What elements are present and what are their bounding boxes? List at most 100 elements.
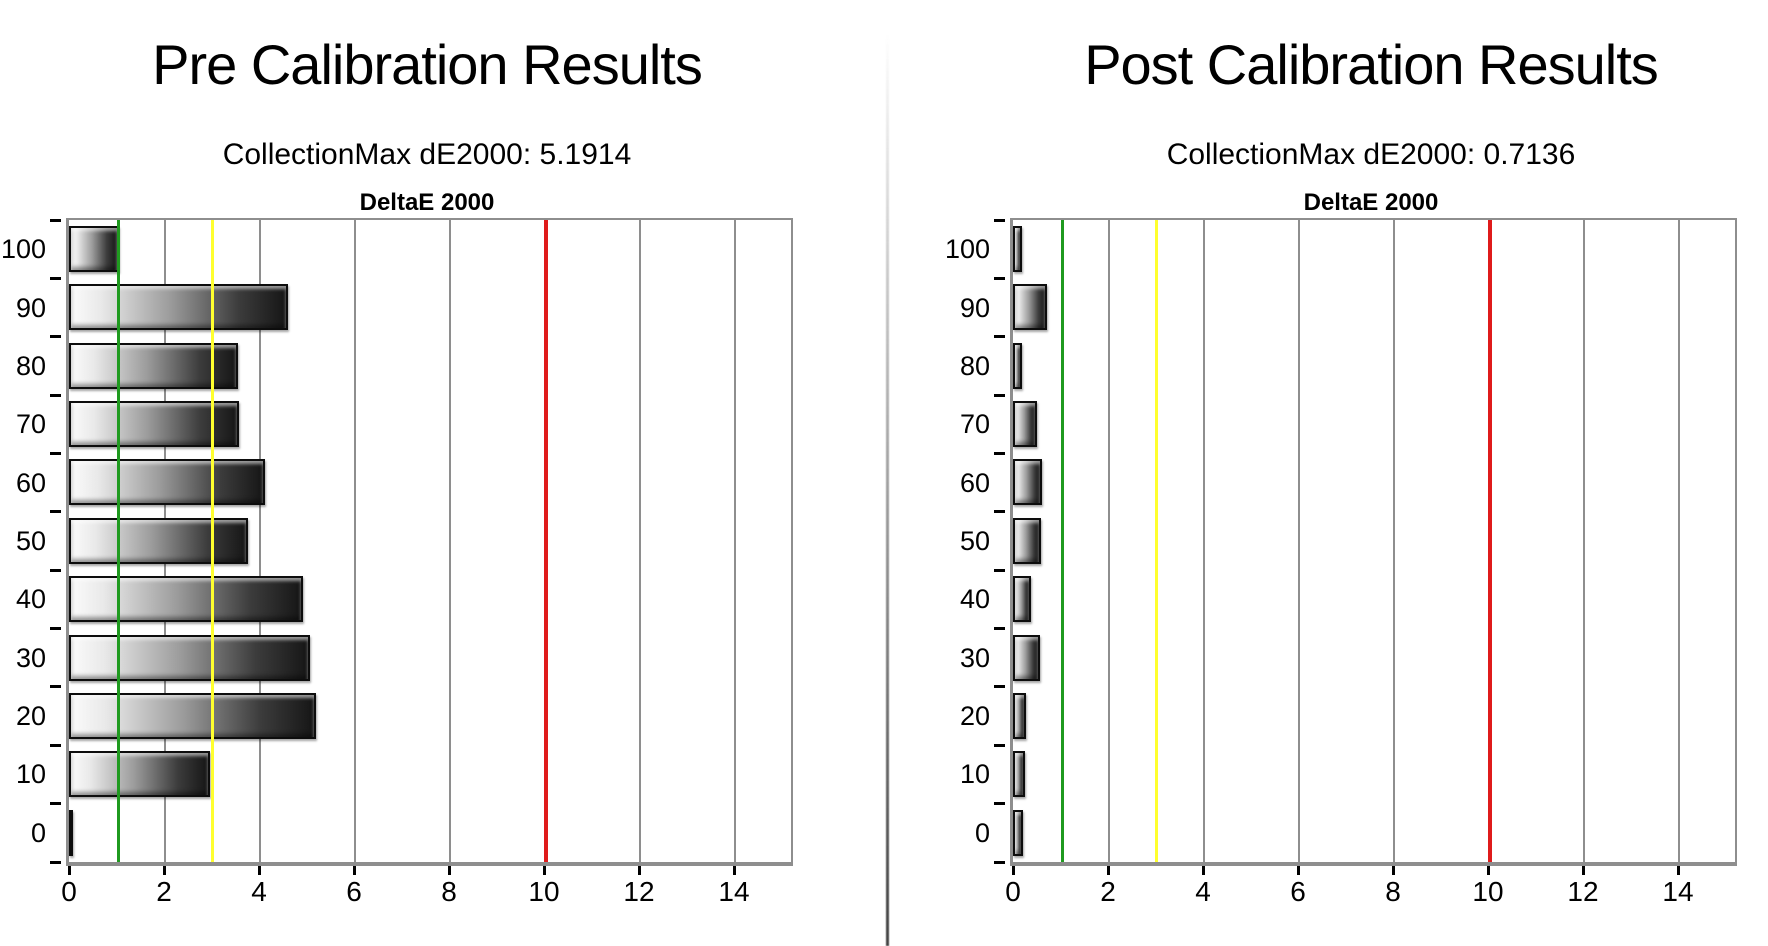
gridline-14 bbox=[1678, 220, 1680, 862]
gridline-8 bbox=[449, 220, 451, 862]
y-axis-tick bbox=[50, 510, 61, 514]
y-axis-label-70: 70 bbox=[15, 409, 46, 440]
bar-level-80 bbox=[69, 342, 238, 389]
y-axis-label-80: 80 bbox=[15, 350, 46, 381]
plot-area-post bbox=[1010, 218, 1737, 866]
yellow-warning-line bbox=[1155, 220, 1159, 862]
x-axis-label-10: 10 bbox=[528, 876, 560, 907]
x-axis-label-10: 10 bbox=[1472, 876, 1504, 907]
x-axis-label-8: 8 bbox=[441, 876, 457, 907]
bar-level-60 bbox=[1013, 459, 1042, 506]
y-axis-label-60: 60 bbox=[15, 467, 46, 498]
pre-calibration-panel: Pre Calibration Results CollectionMax dE… bbox=[0, 33, 793, 907]
bar-level-40 bbox=[1013, 576, 1031, 623]
bar-level-0 bbox=[1013, 809, 1023, 856]
red-limit-line bbox=[1488, 220, 1492, 862]
x-axis-label-14: 14 bbox=[718, 876, 750, 907]
x-axis-label-14: 14 bbox=[1662, 876, 1694, 907]
x-axis-tick-14 bbox=[1676, 866, 1680, 875]
y-axis-tick bbox=[994, 335, 1005, 339]
x-axis-label-2: 2 bbox=[156, 876, 172, 907]
y-axis-tick bbox=[994, 627, 1005, 631]
bar-level-50 bbox=[69, 517, 249, 564]
y-axis-label-50: 50 bbox=[959, 526, 990, 556]
x-axis-tick-4 bbox=[1201, 866, 1205, 875]
x-axis-label-8: 8 bbox=[1385, 876, 1401, 907]
x-axis-tick-8 bbox=[447, 866, 451, 875]
y-axis-tick bbox=[994, 743, 1005, 747]
bar-level-60 bbox=[69, 459, 265, 506]
bar-level-0 bbox=[69, 809, 73, 856]
chart-title-post: DeltaE 2000 bbox=[1303, 189, 1439, 216]
y-axis-label-40: 40 bbox=[15, 584, 46, 615]
plot-area-pre bbox=[66, 218, 793, 866]
panel-divider-shadow bbox=[886, 34, 889, 946]
y-axis-tick bbox=[50, 685, 61, 689]
y-axis-label-100: 100 bbox=[0, 234, 46, 265]
y-axis-label-20: 20 bbox=[959, 701, 990, 732]
x-axis-tick-6 bbox=[1296, 866, 1300, 875]
x-axis-tick-12 bbox=[637, 866, 641, 875]
collection-max-subtitle-pre: CollectionMax dE2000: 5.1914 bbox=[222, 138, 632, 171]
bar-level-90 bbox=[1013, 284, 1047, 331]
gridline-12 bbox=[638, 220, 641, 862]
x-axis-label-4: 4 bbox=[1195, 876, 1211, 907]
y-axis-label-20: 20 bbox=[15, 701, 46, 732]
y-axis-label-30: 30 bbox=[959, 642, 990, 673]
x-axis-tick-8 bbox=[1391, 866, 1395, 875]
y-axis-tick bbox=[50, 743, 61, 747]
bar-level-10 bbox=[1013, 751, 1025, 798]
bar-level-70 bbox=[1013, 401, 1038, 448]
y-axis-tick bbox=[50, 218, 61, 222]
y-axis-label-10: 10 bbox=[959, 759, 990, 790]
y-axis-tick bbox=[994, 451, 1005, 455]
y-axis-label-30: 30 bbox=[15, 642, 46, 673]
x-axis-tick-6 bbox=[352, 866, 356, 875]
y-axis-tick bbox=[994, 393, 1005, 397]
bar-level-80 bbox=[1013, 342, 1022, 389]
y-axis-label-70: 70 bbox=[959, 409, 990, 440]
y-axis-label-0: 0 bbox=[974, 817, 990, 848]
y-axis-label-60: 60 bbox=[959, 467, 990, 498]
x-axis-label-6: 6 bbox=[1290, 876, 1306, 907]
y-axis-tick bbox=[50, 802, 61, 806]
x-axis-tick-14 bbox=[732, 866, 736, 875]
gridline-14 bbox=[734, 220, 736, 862]
y-axis-label-50: 50 bbox=[15, 526, 46, 556]
chart-title-pre: DeltaE 2000 bbox=[359, 189, 495, 216]
y-axis-tick bbox=[50, 627, 61, 631]
x-axis-tick-2 bbox=[1106, 866, 1110, 875]
bar-level-100 bbox=[1013, 226, 1023, 272]
x-axis-tick-0 bbox=[1011, 866, 1015, 875]
bar-level-100 bbox=[69, 226, 119, 272]
y-axis-tick bbox=[50, 451, 61, 455]
x-axis-tick-2 bbox=[162, 866, 166, 875]
y-axis-tick bbox=[994, 510, 1005, 514]
bar-level-50 bbox=[1013, 517, 1042, 564]
bar-level-20 bbox=[69, 692, 316, 739]
y-axis-tick bbox=[994, 568, 1005, 572]
x-axis-tick-10 bbox=[542, 866, 546, 875]
gridline-4 bbox=[259, 220, 261, 862]
bar-level-30 bbox=[1013, 634, 1040, 681]
page-title-post: Post Calibration Results bbox=[1084, 33, 1659, 96]
page-title-pre: Pre Calibration Results bbox=[152, 33, 703, 96]
gridline-6 bbox=[353, 220, 356, 862]
y-axis-tick bbox=[50, 276, 61, 280]
y-axis-label-80: 80 bbox=[959, 350, 990, 381]
bar-level-40 bbox=[69, 576, 304, 623]
gridline-12 bbox=[1582, 220, 1585, 862]
y-axis-label-90: 90 bbox=[959, 292, 990, 323]
y-axis-tick bbox=[50, 568, 61, 572]
collection-max-subtitle-post: CollectionMax dE2000: 0.7136 bbox=[1166, 138, 1576, 171]
y-axis-label-90: 90 bbox=[15, 292, 46, 323]
y-axis-tick bbox=[50, 393, 61, 397]
x-axis-label-4: 4 bbox=[251, 876, 267, 907]
bar-level-90 bbox=[69, 284, 288, 331]
x-axis-label-2: 2 bbox=[1100, 876, 1116, 907]
x-axis-label-0: 0 bbox=[1005, 876, 1021, 907]
post-calibration-panel: Post Calibration Results CollectionMax d… bbox=[888, 0, 1768, 946]
y-axis-label-40: 40 bbox=[959, 584, 990, 615]
green-target-line bbox=[116, 220, 120, 862]
y-axis-label-100: 100 bbox=[944, 234, 990, 265]
